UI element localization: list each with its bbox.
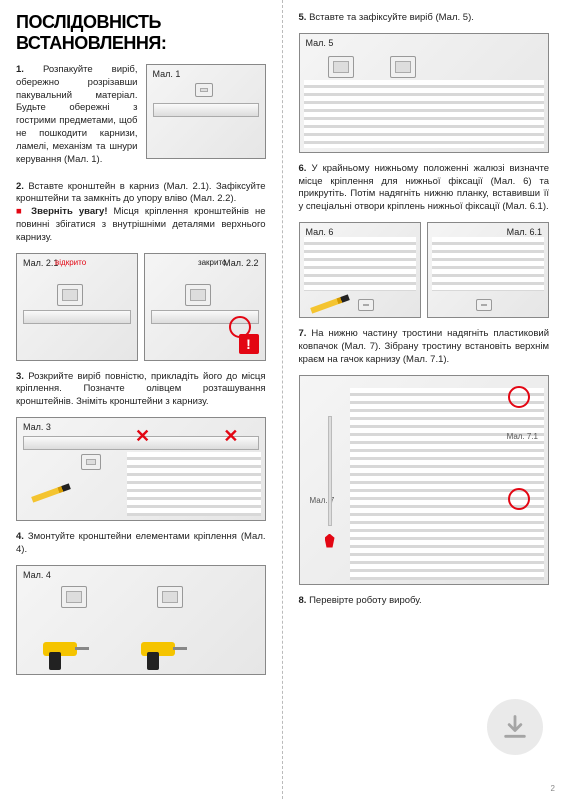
alert-icon: !: [239, 334, 259, 354]
bracket-21: [57, 284, 83, 306]
figure-5-label: Мал. 5: [306, 38, 334, 48]
page-number: 2: [551, 784, 555, 793]
headrail-illustration: [153, 103, 259, 117]
clip-61: [476, 299, 492, 311]
slats-3: [127, 452, 261, 516]
left-column: ПОСЛІДОВНІСТЬ ВСТАНОВЛЕННЯ: Мал. 1 1. Ро…: [0, 0, 283, 799]
bracket-22: [185, 284, 211, 306]
warn-mark: ■: [16, 206, 25, 217]
figure-2-2: Мал. 2.2 закрито !: [144, 253, 266, 361]
figure-3-label: Мал. 3: [23, 422, 51, 432]
step-7-body: На нижню частину тростини надягніть плас…: [299, 328, 550, 365]
figure-7-row: Мал. 7 Мал. 7.1: [299, 375, 550, 585]
slats-7: [350, 388, 545, 580]
step-8-body: Перевірте роботу виробу.: [309, 595, 422, 606]
step-6-body: У крайньому нижньому положенні жалюзі ви…: [299, 163, 550, 212]
red-x-2: ✕: [223, 426, 238, 447]
step-4-num: 4.: [16, 531, 24, 542]
rail-21: [23, 310, 131, 324]
label-open: відкрито: [55, 258, 86, 267]
step-7-num: 7.: [299, 328, 307, 339]
bracket-5b: [390, 56, 416, 78]
drill-icon-2: [141, 642, 185, 670]
tassel-icon: [325, 534, 335, 548]
figure-6-label: Мал. 6: [306, 227, 334, 237]
figure-2-row: Мал. 2.1 відкрито Мал. 2.2 закрито !: [16, 253, 266, 361]
bracket-4b: [157, 586, 183, 608]
figure-2-1-label: Мал. 2.1: [23, 258, 58, 268]
figure-1: Мал. 1: [146, 64, 266, 159]
step-2-body: Вставте кронштейн в карниз (Мал. 2.1). З…: [16, 181, 266, 205]
highlight-7b: [508, 488, 530, 510]
figure-6: Мал. 6: [299, 222, 421, 318]
pencil-icon: [31, 483, 71, 502]
figure-4-label: Мал. 4: [23, 570, 51, 580]
step-5-text: 5. Вставте та зафіксуйте виріб (Мал. 5).: [299, 12, 550, 25]
figure-4-row: Мал. 4: [16, 565, 266, 675]
figure-3-row: Мал. 3 ✕ ✕: [16, 417, 266, 521]
figure-4: Мал. 4: [16, 565, 266, 675]
pencil-6: [310, 294, 350, 313]
bracket-3a: [81, 454, 101, 470]
slats-6: [304, 237, 416, 291]
step-6-num: 6.: [299, 163, 307, 174]
figure-5: Мал. 5: [299, 33, 550, 153]
step-3-body: Розкрийте виріб повністю, прикладіть йог…: [16, 371, 266, 408]
step-1-num: 1.: [16, 64, 24, 75]
figure-5-row: Мал. 5: [299, 33, 550, 153]
clip-6: [358, 299, 374, 311]
red-x-1: ✕: [135, 426, 150, 447]
figure-7-1-label: Мал. 7.1: [507, 432, 538, 441]
label-close: закрито: [198, 258, 227, 267]
download-icon[interactable]: [487, 699, 543, 755]
wand-rod: [328, 416, 332, 526]
slats-5: [304, 80, 545, 148]
step-3-num: 3.: [16, 371, 24, 382]
right-column: 5. Вставте та зафіксуйте виріб (Мал. 5).…: [283, 0, 565, 799]
figure-6-1: Мал. 6.1: [427, 222, 549, 318]
step-8-num: 8.: [299, 595, 307, 606]
step-6-text: 6. У крайньому нижньому положенні жалюзі…: [299, 163, 550, 214]
highlight-7a: [508, 386, 530, 408]
figure-2-1: Мал. 2.1 відкрито: [16, 253, 138, 361]
drill-icon-1: [43, 642, 87, 670]
bracket-4a: [61, 586, 87, 608]
step-4-text: 4. Змонтуйте кронштейни елементами кріпл…: [16, 531, 266, 557]
figure-2-2-label: Мал. 2.2: [223, 258, 258, 268]
step-2-text: 2. Вставте кронштейн в карниз (Мал. 2.1)…: [16, 181, 266, 245]
figure-7: Мал. 7 Мал. 7.1: [299, 375, 550, 585]
figure-3: Мал. 3 ✕ ✕: [16, 417, 266, 521]
step-7-text: 7. На нижню частину тростини надягніть п…: [299, 328, 550, 366]
figure-6-1-label: Мал. 6.1: [507, 227, 542, 237]
bracket-illustration: [195, 83, 213, 97]
figure-1-label: Мал. 1: [153, 69, 181, 79]
step-1-block: Мал. 1 1. Розпакуйте виріб, обережно роз…: [16, 64, 266, 175]
step-3-text: 3. Розкрийте виріб повністю, прикладіть …: [16, 371, 266, 409]
step-1-body: Розпакуйте виріб, обережно розрізавши па…: [16, 64, 138, 165]
step-5-num: 5.: [299, 12, 307, 23]
step-4-body: Змонтуйте кронштейни елементами кріпленн…: [16, 531, 266, 555]
figure-6-row: Мал. 6 Мал. 6.1: [299, 222, 550, 318]
step-5-body: Вставте та зафіксуйте виріб (Мал. 5).: [309, 12, 474, 23]
step-8-text: 8. Перевірте роботу виробу.: [299, 595, 550, 608]
bracket-5a: [328, 56, 354, 78]
slats-61: [432, 237, 544, 291]
step-2-num: 2.: [16, 181, 24, 192]
page-title: ПОСЛІДОВНІСТЬ ВСТАНОВЛЕННЯ:: [16, 12, 266, 54]
warn-label: Зверніть увагу!: [31, 206, 107, 217]
